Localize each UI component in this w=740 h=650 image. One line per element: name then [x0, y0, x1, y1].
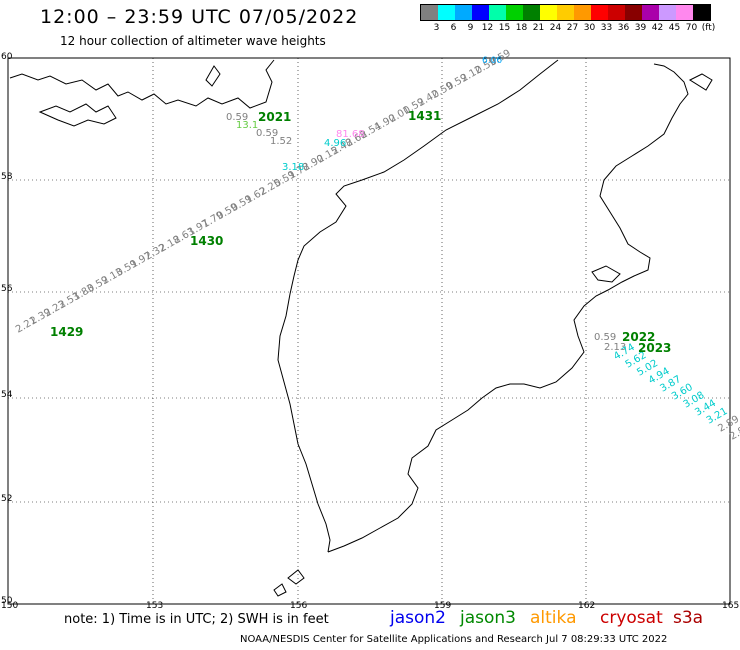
legend-label-1: 6: [450, 23, 457, 33]
legend-swatch-8: [557, 5, 574, 20]
legend-swatch-2: [455, 5, 472, 20]
legend-swatch-4: [489, 5, 506, 20]
lon-label-162: 162: [578, 601, 596, 611]
pass-label-1431: 1431: [408, 109, 441, 123]
coast-kamchatka-west: [277, 59, 559, 553]
sat-altika: altika: [530, 608, 577, 628]
footer-note: note: 1) Time is in UTC; 2) SWH is in fe…: [64, 612, 329, 627]
legend-label-13: 42: [651, 23, 664, 33]
track-value: 4.96: [324, 138, 346, 149]
legend-label-12: 39: [634, 23, 647, 33]
track-value: 0.59: [226, 112, 248, 123]
track-value: 3.18: [282, 162, 304, 173]
legend-swatches: [420, 4, 711, 21]
legend-swatch-9: [574, 5, 591, 20]
lat-label-58: 58: [1, 172, 13, 182]
map-frame: [7, 57, 731, 605]
legend-label-7: 24: [549, 23, 562, 33]
legend-label-3: 12: [481, 23, 494, 33]
coast-kamchatka-east: [327, 63, 689, 553]
legend-label-6: 21: [532, 23, 545, 33]
sat-jason2: jason2: [390, 608, 446, 628]
track-labels: 2.212.392.232.531.830.592.130.591.972.32…: [14, 48, 740, 443]
lon-label-150: 150: [1, 601, 19, 611]
track-value: 2.13: [604, 342, 626, 353]
track-value: 81.68: [336, 129, 365, 140]
legend-swatch-10: [591, 5, 608, 20]
pass-label-2023: 2023: [638, 341, 671, 355]
lon-label-165: 165: [722, 601, 740, 611]
legend-swatch-7: [540, 5, 557, 20]
sat-jason3: jason3: [460, 608, 516, 628]
color-legend: 3 6 9 12 15 18 21 24 27 30 33 36 39 42 45 70 (ft): [420, 4, 716, 35]
coast-karaginsky-island: [688, 73, 713, 91]
lon-label-156: 156: [290, 601, 308, 611]
pass-label-2022: 2022: [622, 330, 655, 344]
legend-swatch-1: [438, 5, 455, 20]
pass-label-2021: 2021: [258, 110, 291, 124]
legend-swatch-0: [421, 5, 438, 20]
coast-okhotsk-north: [9, 59, 275, 109]
legend-swatch-13: [642, 5, 659, 20]
lat-label-52: 52: [1, 494, 13, 504]
legend-labels: 3 6 9 12 15 18 21 24 27 30 33 36 39 42 45 70 (ft): [420, 21, 716, 35]
legend-swatch-16: [693, 5, 710, 20]
footer-credit: NOAA/NESDIS Center for Satellite Applica…: [240, 634, 668, 645]
legend-label-10: 33: [600, 23, 613, 33]
track-value: 6.06: [482, 56, 502, 66]
legend-swatch-15: [676, 5, 693, 20]
coast-shantar-islands: [591, 265, 621, 283]
legend-label-8: 27: [566, 23, 579, 33]
legend-label-14: 45: [668, 23, 681, 33]
coastline: [9, 59, 713, 597]
lat-label-54: 54: [1, 390, 13, 400]
track-value: 0.59: [594, 332, 616, 343]
legend-label-2: 9: [467, 23, 474, 33]
track-value: 13.1: [236, 120, 258, 131]
graticule: [8, 58, 730, 604]
legend-label-5: 18: [515, 23, 528, 33]
legend-label-16: (ft): [701, 23, 716, 33]
lat-label-50: 50: [1, 596, 13, 606]
sat-s3a: s3a: [673, 608, 704, 628]
pass-label-1429: 1429: [50, 325, 83, 339]
legend-label-15: 70: [685, 23, 698, 33]
map-subtitle: 12 hour collection of altimeter wave hei…: [60, 34, 326, 48]
lon-label-159: 159: [434, 601, 452, 611]
legend-label-9: 30: [583, 23, 596, 33]
legend-label-4: 15: [498, 23, 511, 33]
lon-label-153: 153: [146, 601, 164, 611]
lat-label-60: 60: [1, 52, 13, 62]
legend-swatch-3: [472, 5, 489, 20]
legend-swatch-5: [506, 5, 523, 20]
coast-koni-peninsula: [38, 103, 117, 127]
legend-label-0: 3: [433, 23, 440, 33]
map-title: 12:00 – 23:59 UTC 07/05/2022: [40, 6, 359, 28]
legend-swatch-12: [625, 5, 642, 20]
legend-label-11: 36: [617, 23, 630, 33]
legend-swatch-6: [523, 5, 540, 20]
coast-paramushir: [273, 569, 305, 597]
coast-taui-bay: [205, 65, 221, 87]
legend-swatch-11: [608, 5, 625, 20]
legend-swatch-14: [659, 5, 676, 20]
track-value: 1.52: [270, 136, 292, 147]
pass-label-1430: 1430: [190, 234, 223, 248]
track-value: 0.59: [256, 128, 278, 139]
sat-cryosat: cryosat: [600, 608, 663, 628]
lat-label-56: 56: [1, 284, 13, 294]
